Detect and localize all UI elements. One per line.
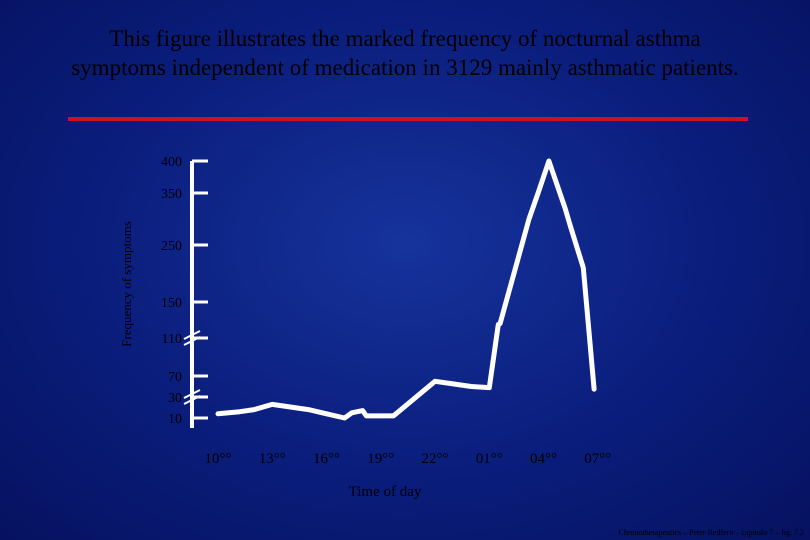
x-tick-label: 22°° — [422, 451, 449, 467]
y-tick-label: 10 — [168, 412, 182, 427]
y-tick-label: 250 — [161, 239, 182, 254]
y-tick-label: 150 — [161, 296, 182, 311]
y-axis-label: Frequency of symptoms — [119, 221, 134, 347]
y-ticks: 400 350 250 150 110 70 30 10 — [161, 155, 208, 427]
series-line — [215, 158, 597, 421]
x-tick-label: 19°° — [367, 451, 394, 467]
y-tick-label: 110 — [162, 332, 182, 347]
axis-break-mark — [183, 330, 201, 340]
y-tick-label: 350 — [161, 187, 182, 202]
x-ticks: 10°° 13°° 16°° 19°° 22°° 01°° 04°° 07°° — [205, 451, 612, 467]
y-tick-label: 30 — [168, 391, 182, 406]
title-underline — [68, 117, 748, 121]
series — [215, 158, 597, 421]
footer-credit: Chronotherapeutics – Peter Redfern – cap… — [618, 528, 804, 537]
x-axis-label: Time of day — [349, 484, 422, 500]
x-tick-label: 07°° — [584, 451, 611, 467]
x-tick-label: 04°° — [530, 451, 557, 467]
axis-break-mark — [183, 389, 201, 399]
axis-break-mark — [183, 336, 201, 346]
x-tick-label: 10°° — [205, 451, 232, 467]
y-tick-label: 70 — [168, 370, 182, 385]
slide-title: This figure illustrates the marked frequ… — [71, 26, 739, 80]
axis-break-mark — [183, 395, 201, 405]
x-tick-label: 01°° — [476, 451, 503, 467]
x-tick-label: 13°° — [259, 451, 286, 467]
y-tick-label: 400 — [161, 155, 182, 170]
x-tick-label: 16°° — [313, 451, 340, 467]
